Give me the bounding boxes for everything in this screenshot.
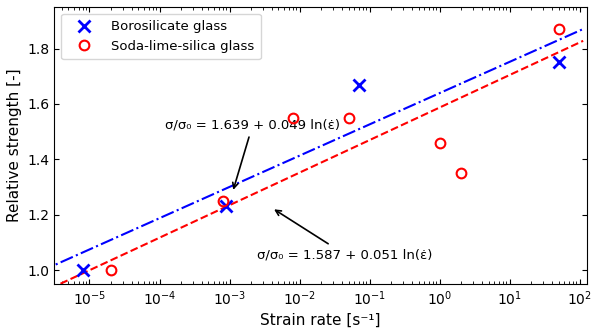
Legend: Borosilicate glass, Soda-lime-silica glass: Borosilicate glass, Soda-lime-silica gla… — [61, 13, 261, 59]
Y-axis label: Relative strength [-]: Relative strength [-] — [7, 69, 22, 222]
Line: Borosilicate glass: Borosilicate glass — [77, 57, 564, 276]
Soda-lime-silica glass — [345, 116, 352, 120]
Borosilicate glass — [355, 82, 362, 86]
Text: σ/σ₀ = 1.587 + 0.051 ln(ε̇): σ/σ₀ = 1.587 + 0.051 ln(ε̇) — [257, 210, 433, 261]
Soda-lime-silica glass — [457, 171, 464, 175]
Soda-lime-silica glass — [289, 116, 296, 120]
Borosilicate glass — [223, 204, 230, 208]
Soda-lime-silica glass — [219, 199, 226, 203]
Text: σ/σ₀ = 1.639 + 0.049 ln(ε̇): σ/σ₀ = 1.639 + 0.049 ln(ε̇) — [165, 119, 340, 188]
Line: Soda-lime-silica glass: Soda-lime-silica glass — [106, 24, 563, 275]
Soda-lime-silica glass — [436, 141, 443, 145]
Soda-lime-silica glass — [107, 268, 114, 272]
X-axis label: Strain rate [s⁻¹]: Strain rate [s⁻¹] — [260, 313, 381, 328]
Borosilicate glass — [555, 60, 562, 64]
Soda-lime-silica glass — [555, 27, 562, 31]
Borosilicate glass — [79, 268, 86, 272]
